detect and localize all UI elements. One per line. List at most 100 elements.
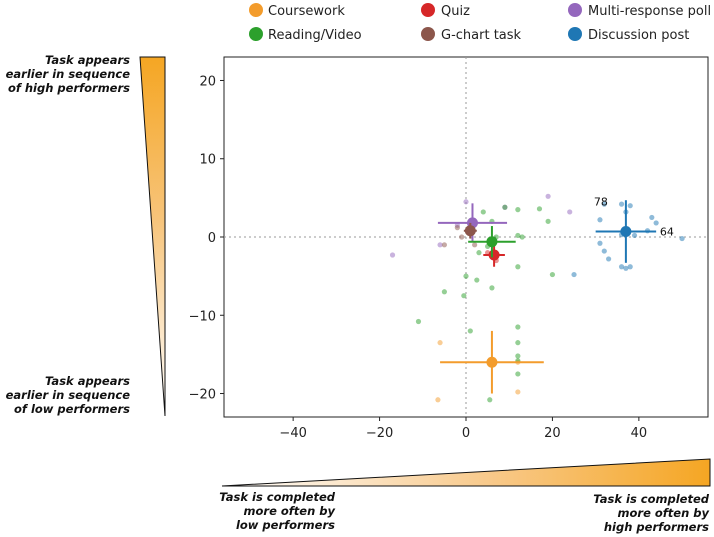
x-annotation-left-line1: Task is completed [219, 490, 335, 504]
data-points [389, 193, 685, 403]
data-point [467, 328, 473, 334]
legend-label-discussion: Discussion post [588, 28, 689, 43]
x-tick-label: −40 [279, 426, 306, 441]
data-point [515, 389, 521, 395]
y-annotation-top-line2: earlier in sequence [6, 67, 131, 81]
data-point [536, 206, 543, 212]
data-point [463, 273, 469, 279]
discussion-mean-label-right: 64 [660, 226, 674, 239]
x-annotation-left-line2: more often by [244, 504, 336, 518]
data-point [459, 234, 465, 240]
data-point [627, 203, 633, 209]
data-point [649, 214, 655, 221]
y-tick-label: 10 [199, 153, 216, 168]
data-point [597, 240, 603, 246]
legend-marker-reading [249, 27, 263, 41]
y-tick-label: 0 [208, 231, 216, 246]
legend-marker-coursework [249, 3, 263, 17]
y-tick-label: 20 [199, 74, 216, 89]
data-point [618, 201, 625, 207]
data-point [480, 209, 486, 215]
data-point [515, 324, 521, 330]
data-point [515, 232, 521, 239]
legend-marker-poll [568, 3, 582, 17]
y-annotation-bottom-line3: of low performers [14, 402, 130, 416]
data-point [653, 220, 659, 226]
data-point [679, 235, 685, 242]
y-annotation-bottom-line2: earlier in sequence [6, 388, 131, 402]
data-point [606, 256, 612, 262]
data-point [487, 397, 493, 403]
data-point [515, 371, 521, 377]
data-point [545, 218, 551, 224]
data-point [623, 265, 629, 271]
data-point [519, 234, 525, 240]
legend-label-quiz: Quiz [441, 4, 470, 19]
mean-point [620, 226, 632, 238]
data-point [515, 264, 521, 270]
y-annotation-bottom: Task appears earlier in sequence of low … [6, 374, 131, 416]
x-tick-label: 0 [462, 426, 470, 441]
y-annotation-top: Task appears earlier in sequence of high… [6, 53, 131, 95]
data-point [618, 264, 625, 270]
data-point [571, 271, 577, 278]
data-point [389, 252, 396, 258]
data-point [474, 277, 480, 283]
legend-marker-quiz [421, 3, 435, 17]
data-point [515, 353, 521, 359]
y-annotation-top-line1: Task appears [45, 53, 130, 67]
data-point [597, 217, 603, 223]
data-point [631, 232, 638, 239]
y-annotation-top-line3: of high performers [8, 81, 130, 95]
x-annotation-left: Task is completed more often by low perf… [219, 490, 335, 532]
data-point [601, 248, 607, 254]
x-tick-label: 20 [544, 426, 561, 441]
data-point [437, 340, 443, 346]
data-point [441, 289, 447, 295]
data-point [545, 193, 551, 199]
data-point [515, 207, 521, 213]
x-annotation-right-line1: Task is completed [593, 492, 709, 506]
data-point [567, 209, 573, 215]
mean-point [486, 356, 498, 368]
data-point [415, 318, 422, 325]
data-point [627, 264, 633, 270]
data-point [441, 242, 447, 248]
legend: Coursework Quiz Multi-response poll Read… [249, 3, 711, 43]
series-means [437, 200, 657, 394]
x-annotation-right: Task is completed more often by high per… [593, 492, 709, 534]
data-point [601, 201, 607, 207]
data-point [549, 271, 556, 278]
x-annotation-right-line2: more often by [618, 506, 710, 520]
legend-label-poll: Multi-response poll [588, 4, 711, 19]
mean-point [486, 236, 498, 248]
mean-point [464, 225, 476, 237]
data-point [472, 242, 478, 248]
data-point [437, 242, 443, 248]
y-tick-label: −10 [189, 309, 216, 324]
data-point [515, 340, 521, 346]
x-annotation-right-line3: high performers [604, 520, 709, 534]
y-tick-label: −20 [189, 388, 216, 403]
data-point [502, 204, 508, 210]
data-point [435, 397, 441, 403]
legend-label-reading: Reading/Video [268, 28, 362, 43]
x-ticks: −40 −20 0 20 40 [279, 417, 647, 441]
data-point [461, 293, 467, 299]
x-tick-label: 40 [631, 426, 648, 441]
legend-marker-gchart [421, 27, 435, 41]
x-tick-label: −20 [366, 426, 393, 441]
legend-marker-discussion [568, 27, 582, 41]
legend-label-gchart: G-chart task [441, 28, 522, 43]
y-ticks: −20 −10 0 10 20 [189, 74, 224, 403]
vertical-gradient-wedge [139, 56, 166, 417]
data-point [454, 225, 460, 231]
data-point [489, 285, 495, 291]
y-annotation-bottom-line1: Task appears [45, 374, 130, 388]
x-annotation-left-line3: low performers [236, 518, 335, 532]
mean-point [488, 249, 500, 261]
legend-label-coursework: Coursework [268, 4, 345, 19]
data-point [476, 250, 482, 256]
discussion-mean-label-left: 78 [594, 196, 608, 209]
